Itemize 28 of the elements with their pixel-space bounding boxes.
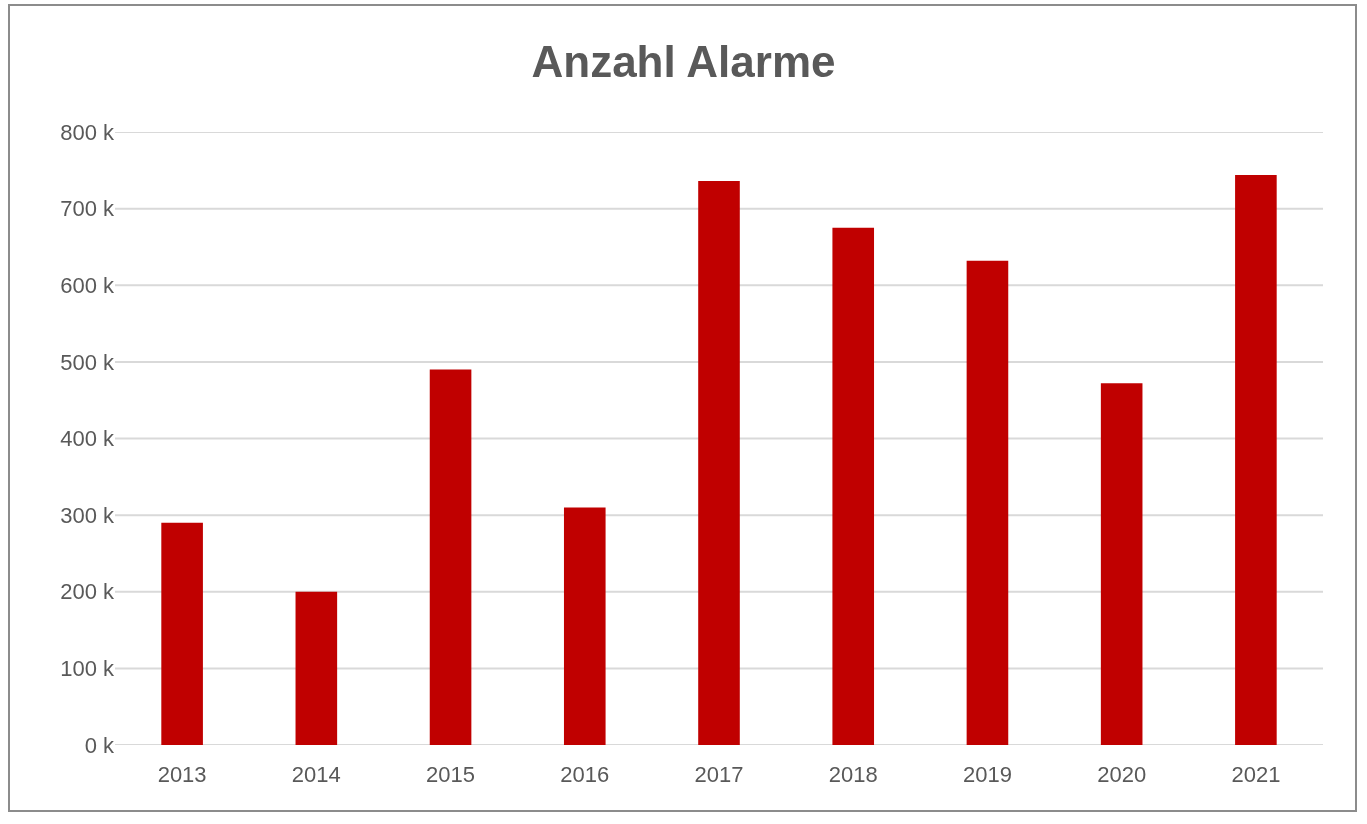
x-tick-label: 2013	[157, 762, 207, 787]
bar	[1235, 174, 1277, 745]
bar	[1100, 383, 1143, 745]
y-tick-label: 0 k	[84, 732, 115, 758]
x-tick-label: 2014	[291, 762, 341, 787]
chart-title: Anzahl Alarme	[531, 37, 836, 87]
x-tick-label: 2021	[1231, 762, 1281, 787]
x-tick-label: 2019	[962, 762, 1012, 787]
x-tick-label: 2018	[828, 762, 878, 787]
bar	[429, 369, 472, 745]
y-tick-label: 500 k	[60, 349, 115, 375]
bar	[295, 591, 338, 745]
x-tick-label: 2017	[694, 762, 744, 787]
y-tick-label: 400 k	[60, 426, 115, 452]
y-tick-label: 200 k	[60, 579, 115, 605]
y-tick-label: 700 k	[60, 196, 115, 222]
bar	[966, 260, 1009, 745]
x-tick-label: 2015	[426, 762, 476, 787]
x-tick-label: 2016	[560, 762, 610, 787]
bar	[698, 181, 740, 745]
y-tick-label: 800 k	[60, 119, 115, 145]
bar	[563, 507, 606, 745]
bar	[161, 522, 203, 745]
bar	[832, 227, 875, 745]
y-tick-label: 600 k	[60, 272, 115, 298]
y-tick-label: 300 k	[60, 502, 115, 528]
y-tick-label: 100 k	[60, 656, 115, 682]
x-tick-label: 2020	[1097, 762, 1147, 787]
